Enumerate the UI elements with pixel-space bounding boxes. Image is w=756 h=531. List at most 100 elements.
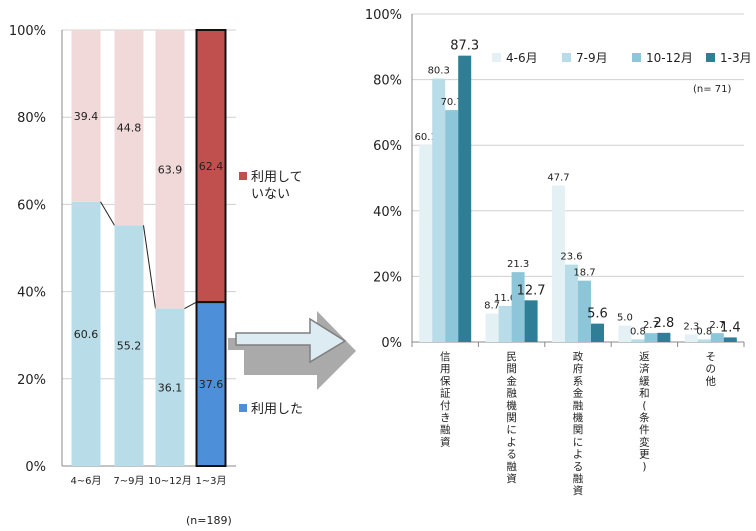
x-tick-label-char: 融 (506, 461, 517, 473)
x-tick-label-char: る (506, 449, 517, 461)
bar-not-used (71, 30, 101, 202)
x-tick-label-char: 緩 (639, 374, 650, 387)
y-tick-label: 20% (17, 373, 46, 388)
data-label: 39.4 (74, 110, 99, 123)
x-tick-label-char: 用 (440, 363, 451, 375)
y-tick-label: 100% (365, 8, 402, 23)
legend-marker (562, 53, 571, 62)
data-label: 60.1 (415, 132, 437, 143)
bar-7-9月 (565, 264, 578, 342)
bar-10-12月 (578, 280, 591, 342)
bar-4-6月 (419, 144, 433, 342)
x-tick-label-char: 更 (639, 449, 650, 461)
data-label: 60.6 (74, 328, 99, 341)
data-label: 12.7 (517, 283, 546, 298)
data-label: 18.7 (573, 268, 595, 279)
x-tick-label-char: 和 (639, 388, 650, 400)
x-tick-label: 7~9月 (113, 475, 144, 487)
y-tick-label: 0% (25, 460, 46, 475)
x-tick-label: 1~3月 (195, 475, 226, 487)
bar-1-3月 (591, 323, 604, 342)
x-tick-label-char: ( (642, 400, 646, 412)
data-label: 5.0 (617, 313, 633, 324)
legend-marker (706, 53, 715, 62)
data-label: 21.3 (507, 259, 529, 270)
bar-10-12月 (511, 272, 525, 342)
bar-used (195, 301, 227, 467)
y-tick-label: 60% (373, 139, 402, 154)
legend-marker (239, 404, 247, 412)
x-tick-label-char: 府 (573, 362, 584, 375)
sample-size-note: (n=189) (186, 514, 232, 527)
bar-not-used (155, 30, 185, 309)
x-tick-label: 4~6月 (70, 475, 101, 487)
data-label: 37.6 (199, 378, 224, 391)
bar-7-9月 (432, 78, 446, 342)
legend-label: 1-3月 (720, 51, 752, 65)
y-tick-label: 20% (373, 270, 402, 285)
data-label: 62.4 (199, 160, 224, 173)
data-label: 2.3 (683, 321, 699, 332)
right-arrow-icon (228, 311, 356, 390)
bar-4-6月 (485, 313, 499, 342)
x-tick-label-char: 機 (573, 411, 584, 424)
legend-label: 4-6月 (506, 51, 538, 65)
data-label: 2.8 (654, 316, 675, 331)
bar-4-6月 (552, 185, 565, 342)
data-label: 8.7 (484, 300, 500, 311)
series-connector (143, 225, 156, 309)
x-tick-label-char: 証 (440, 387, 451, 400)
legend-label: 利用して (251, 170, 303, 185)
y-tick-label: 40% (17, 286, 46, 301)
data-label: 55.2 (117, 340, 142, 353)
y-tick-label: 100% (9, 24, 46, 39)
bar-4-6月 (684, 334, 698, 342)
left-stacked-chart: 0% 20% 40% 60% 80% 100% 60.6 39.4 4~6月 55.2 44.8 7~… (9, 24, 303, 527)
bar-7-9月 (697, 339, 711, 342)
x-tick-label-char: 融 (573, 473, 584, 485)
x-tick-label-char: の (706, 363, 717, 375)
x-tick-label-char: 件 (639, 424, 650, 436)
x-tick-label-char: 金 (573, 387, 584, 400)
bar-10-12月 (710, 333, 724, 342)
series-connector (184, 301, 197, 310)
x-tick-label-char: 資 (440, 436, 451, 448)
x-tick-label-char: よ (506, 436, 517, 448)
bar-used (114, 225, 144, 466)
x-tick-label-char: 政 (573, 350, 584, 363)
x-tick-label-char: に (573, 436, 584, 448)
x-tick-label-char: 民 (506, 351, 517, 363)
data-label: 36.1 (158, 381, 183, 394)
x-tick-label-char: 他 (706, 374, 717, 387)
x-tick-label-char: 系 (573, 375, 584, 387)
data-label: 80.3 (428, 66, 450, 77)
x-tick-label-char: 変 (639, 435, 650, 448)
x-tick-label: 10~12月 (148, 475, 192, 487)
x-tick-label-char: 関 (573, 424, 584, 436)
legend-marker (632, 53, 641, 62)
data-label: 47.7 (547, 173, 569, 184)
data-label: 0.8 (630, 326, 646, 337)
x-tick-label-char: 間 (506, 363, 517, 375)
x-tick-label-char: 付 (440, 399, 451, 412)
y-tick-label: 80% (373, 74, 402, 89)
data-label: 1.4 (720, 320, 741, 335)
legend-label: 利用した (251, 402, 303, 417)
data-label: 5.6 (587, 307, 608, 322)
legend-marker (492, 53, 501, 62)
bar-1-3月 (458, 55, 472, 342)
bar-10-12月 (644, 333, 658, 342)
data-label: 0.8 (696, 326, 712, 337)
x-tick-label-char: 済 (639, 362, 650, 375)
bar-not-used (114, 30, 144, 226)
sample-size-note: (n= 71) (693, 84, 732, 95)
y-tick-label: 40% (373, 205, 402, 220)
bar-4-6月 (618, 325, 632, 342)
x-tick-label-char: 金 (506, 374, 517, 387)
data-label: 2.7 (709, 320, 725, 331)
x-tick-label-char: 融 (506, 388, 517, 400)
x-tick-label-char: 資 (506, 473, 517, 485)
x-tick-label-char: 融 (573, 400, 584, 412)
x-tick-label-char: き (440, 412, 451, 424)
